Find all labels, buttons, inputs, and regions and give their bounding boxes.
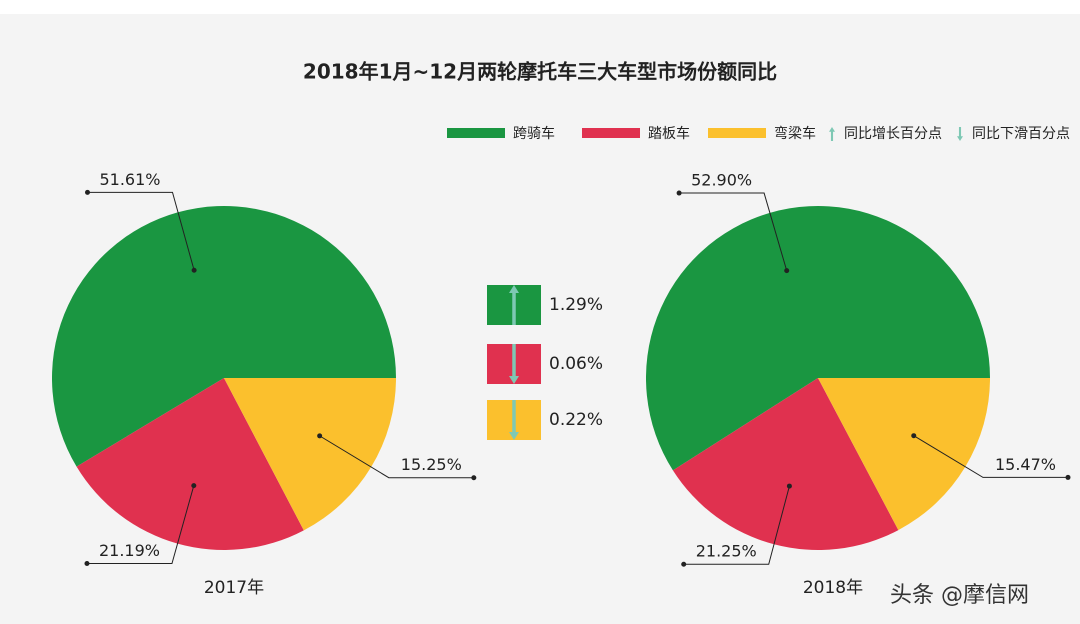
watermark: 头条 @摩信网 <box>890 583 1029 608</box>
leader-dot <box>681 561 687 567</box>
leader-dot <box>191 483 197 489</box>
leader-dot <box>84 189 90 195</box>
leader-dot <box>191 267 197 273</box>
change-arrow-head <box>509 432 519 440</box>
leader-line <box>913 435 1069 478</box>
leader-line <box>86 485 195 564</box>
data-label: 52.90% <box>691 171 752 190</box>
leader-line <box>319 435 474 479</box>
data-label: 15.25% <box>401 455 462 474</box>
leader-dot <box>786 483 792 489</box>
pie-slice <box>818 378 990 531</box>
legend-swatch <box>582 128 640 138</box>
data-label: 15.47% <box>995 455 1056 474</box>
change-arrow-head <box>509 285 519 293</box>
pie-slice <box>672 378 899 550</box>
legend-swatch <box>447 128 505 138</box>
data-label: 51.61% <box>99 170 160 189</box>
data-label: 21.25% <box>696 542 757 561</box>
leader-line <box>683 485 790 565</box>
legend-arrow-head <box>829 127 835 132</box>
leader-dot <box>676 190 682 196</box>
pie-slice <box>645 206 990 471</box>
chart-title: 2018年1月~12月两轮摩托车三大车型市场份额同比 <box>303 60 777 84</box>
leader-line <box>87 191 195 271</box>
pie-label: 2018年 <box>803 578 863 598</box>
legend-arrow-head <box>957 136 963 141</box>
pie-slice <box>224 378 396 531</box>
change-label: 1.29% <box>549 295 603 315</box>
legend-label: 同比下滑百分点 <box>972 125 1070 142</box>
change-label: 0.06% <box>549 354 603 374</box>
pie-slice <box>51 205 397 467</box>
leader-dot <box>1065 474 1071 480</box>
legend-label: 弯梁车 <box>774 125 816 142</box>
pie-label: 2017年 <box>204 578 264 598</box>
change-label: 0.22% <box>549 410 603 430</box>
leader-dot <box>784 268 790 274</box>
leader-line <box>679 192 788 271</box>
leader-dot <box>471 475 477 481</box>
legend-label: 踏板车 <box>648 125 690 142</box>
top-band <box>0 0 1080 14</box>
legend-label: 同比增长百分点 <box>844 126 942 142</box>
leader-dot <box>84 560 90 566</box>
leader-dot <box>911 433 917 439</box>
data-label: 21.19% <box>99 541 160 560</box>
change-arrow-head <box>509 376 519 384</box>
pie-slice <box>76 378 304 550</box>
leader-dot <box>317 433 323 439</box>
legend-label: 跨骑车 <box>513 125 555 142</box>
legend-swatch <box>708 128 766 138</box>
